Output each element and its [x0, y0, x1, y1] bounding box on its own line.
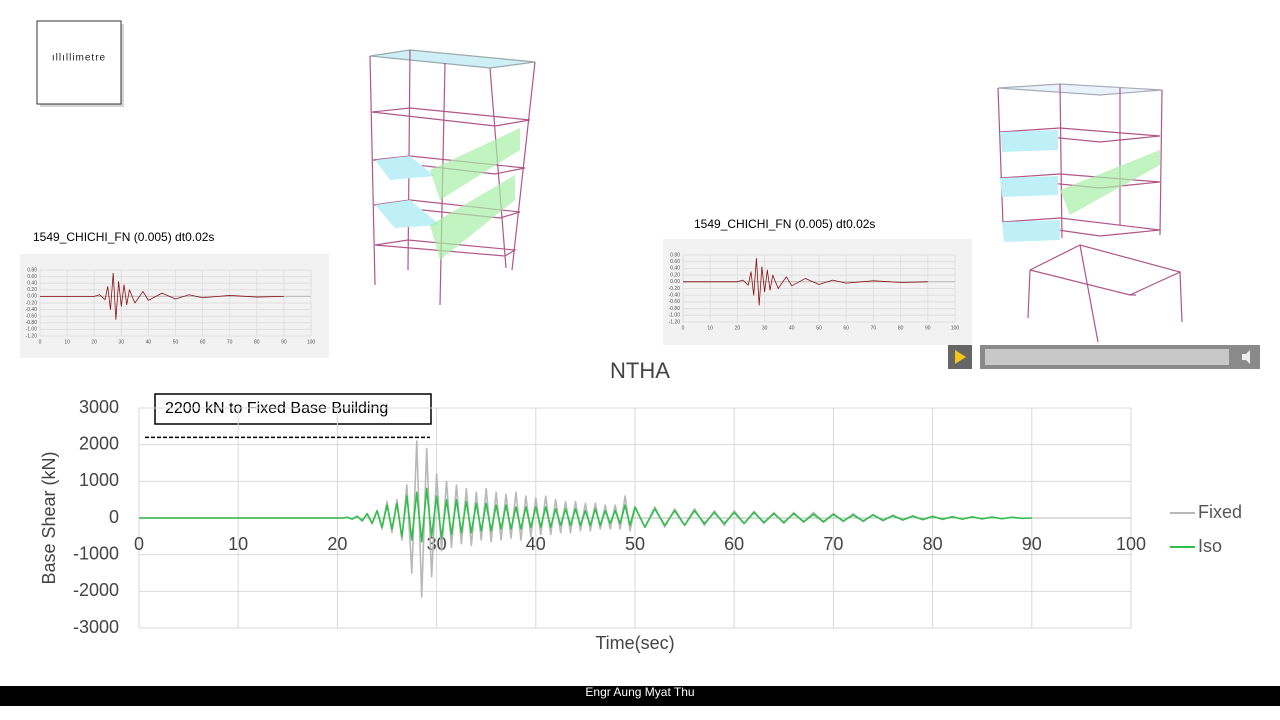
y-tick-label: -2000 — [73, 580, 119, 600]
y-tick-label: 0.20 — [670, 272, 680, 278]
y-tick-label: 0.40 — [670, 266, 680, 272]
footer-text: Engr Aung Myat Thu — [585, 685, 694, 699]
x-tick-label: 50 — [816, 325, 822, 331]
x-tick-label: 100 — [951, 325, 960, 331]
y-tick-label: -0.40 — [26, 307, 38, 313]
x-tick-label: 50 — [173, 339, 179, 345]
y-tick-label: 0.20 — [27, 287, 37, 293]
y-tick-label: -0.20 — [669, 286, 681, 292]
y-tick-label: 2000 — [79, 433, 119, 453]
data-line — [139, 487, 1032, 543]
x-tick-label: 70 — [227, 339, 233, 345]
annotation-box — [154, 393, 432, 425]
seek-track — [985, 349, 1229, 365]
y-tick-label: 0.80 — [670, 252, 680, 258]
x-tick-label: 70 — [871, 325, 877, 331]
data-line — [40, 272, 284, 320]
y-tick-label: -1.00 — [26, 327, 38, 333]
chart-title: 1549_CHICHI_FN (0.005) dt0.02s — [33, 230, 214, 244]
y-tick-label: 0.40 — [27, 281, 37, 287]
play-icon — [955, 350, 966, 364]
x-tick-label: 30 — [762, 325, 768, 331]
x-tick-label: 10 — [707, 325, 713, 331]
x-tick-label: 40 — [526, 534, 546, 554]
chart: 1549_CHICHI_FN (0.005) dt0.02s0.800.600.… — [669, 217, 960, 331]
x-tick-label: 100 — [307, 339, 316, 345]
x-tick-label: 80 — [898, 325, 904, 331]
x-tick-label: 80 — [254, 339, 260, 345]
x-tick-label: 30 — [119, 339, 125, 345]
x-tick-label: 20 — [735, 325, 741, 331]
y-tick-label: -3000 — [73, 617, 119, 637]
data-line — [683, 257, 928, 306]
x-tick-label: 60 — [724, 534, 744, 554]
chart: 1549_CHICHI_FN (0.005) dt0.02s0.800.600.… — [26, 230, 316, 345]
x-tick-label: 90 — [281, 339, 287, 345]
y-tick-label: 0.60 — [27, 274, 37, 280]
x-tick-label: 60 — [843, 325, 849, 331]
chart-title: NTHA — [610, 358, 670, 383]
x-tick-label: 20 — [91, 339, 97, 345]
annotation-text: 2200 kN to Fixed Base Building — [165, 400, 388, 417]
y-tick-label: 0.60 — [670, 259, 680, 265]
chart-panel — [20, 254, 329, 358]
chart-title: 1549_CHICHI_FN (0.005) dt0.02s — [694, 217, 875, 231]
y-tick-label: 0.00 — [670, 279, 680, 285]
x-tick-label: 0 — [134, 534, 144, 554]
x-tick-label: 20 — [327, 534, 347, 554]
x-tick-label: 50 — [625, 534, 645, 554]
chart-panel — [663, 239, 972, 345]
x-tick-label: 90 — [1022, 534, 1042, 554]
legend-label: Iso — [1198, 536, 1222, 556]
y-tick-label: -0.80 — [26, 320, 38, 326]
building-model — [997, 83, 1183, 343]
building-model — [369, 49, 536, 306]
y-tick-label: -0.60 — [669, 299, 681, 305]
y-tick-label: -0.60 — [26, 314, 38, 320]
y-tick-label: 3000 — [79, 397, 119, 417]
legend-label: Fixed — [1198, 502, 1242, 522]
x-tick-label: 0 — [682, 325, 685, 331]
volume-button[interactable] — [1242, 350, 1250, 364]
x-tick-label: 0 — [39, 339, 42, 345]
y-tick-label: -0.40 — [669, 293, 681, 299]
x-tick-label: 70 — [823, 534, 843, 554]
x-tick-label: 60 — [200, 339, 206, 345]
y-tick-label: 1000 — [79, 470, 119, 490]
x-tick-label: 100 — [1116, 534, 1146, 554]
y-tick-label: -1.20 — [26, 333, 38, 339]
y-tick-label: -1.00 — [669, 313, 681, 319]
x-axis-label: Time(sec) — [595, 633, 674, 653]
y-axis-label: Base Shear (kN) — [39, 451, 59, 584]
y-tick-label: 0.00 — [27, 294, 37, 300]
x-tick-label: 10 — [64, 339, 70, 345]
x-tick-label: 40 — [789, 325, 795, 331]
x-tick-label: 40 — [146, 339, 152, 345]
x-tick-label: 10 — [228, 534, 248, 554]
y-tick-label: 0.80 — [27, 267, 37, 273]
x-tick-label: 80 — [923, 534, 943, 554]
y-tick-label: -1.20 — [669, 319, 681, 325]
y-tick-label: -0.80 — [669, 306, 681, 312]
x-tick-label: 90 — [925, 325, 931, 331]
y-tick-label: -0.20 — [26, 300, 38, 306]
logo-text: ıllıllimetre — [52, 53, 106, 64]
footer-bar — [0, 686, 1280, 706]
logo-box — [36, 20, 122, 105]
y-tick-label: 0 — [109, 507, 119, 527]
y-tick-label: -1000 — [73, 543, 119, 563]
